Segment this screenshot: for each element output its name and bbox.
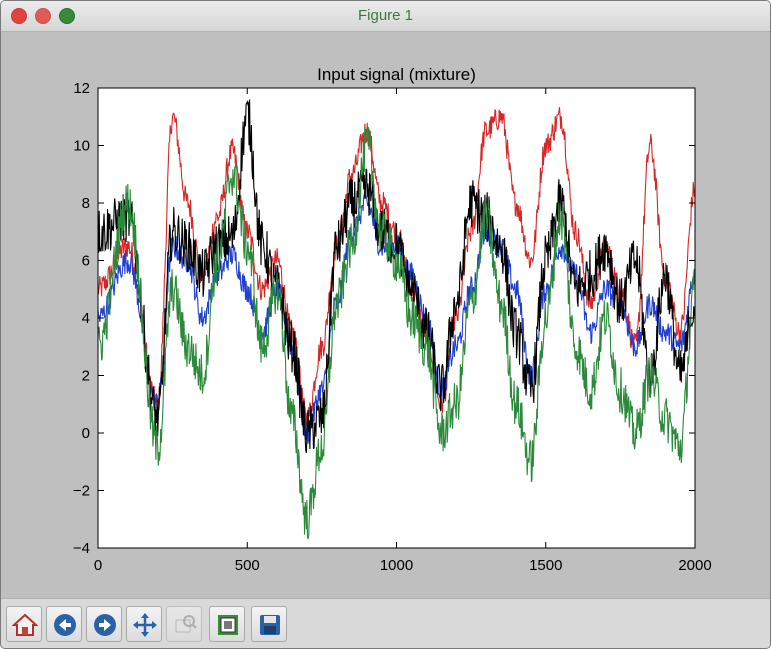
subplots-button[interactable] [209, 606, 245, 642]
line-chart: 0 500 1000 1500 2000 −4 −2 0 2 4 6 8 10 12 Input signa… [73, 65, 712, 574]
x-tick-label: 1500 [529, 557, 562, 574]
y-tick-label: 2 [82, 368, 90, 385]
figure-canvas[interactable]: 0 500 1000 1500 2000 −4 −2 0 2 4 6 8 10 12 Input signa… [1, 32, 770, 598]
series-line-3 [98, 126, 695, 540]
subplots-icon [218, 615, 238, 635]
home-button[interactable] [6, 606, 42, 642]
zoom-icon [175, 615, 197, 633]
x-tick-label: 2000 [678, 557, 711, 574]
close-window-button[interactable] [11, 8, 27, 24]
y-tick-label: 6 [82, 253, 90, 270]
y-tick-label: 8 [82, 195, 90, 212]
zoom-button[interactable] [166, 606, 202, 642]
y-tick-label: 0 [82, 425, 90, 442]
y-tick-label: 4 [82, 310, 90, 327]
title-bar: Figure 1 [1, 1, 770, 32]
pan-button[interactable] [126, 606, 162, 642]
minimize-window-button[interactable] [35, 8, 51, 24]
maximize-window-button[interactable] [59, 8, 75, 24]
forward-button[interactable] [86, 606, 122, 642]
save-icon [260, 615, 280, 635]
x-tick-label: 1000 [380, 557, 413, 574]
move-icon [133, 613, 157, 637]
chart-title: Input signal (mixture) [317, 65, 476, 84]
series-line-2 [98, 99, 695, 453]
back-button[interactable] [46, 606, 82, 642]
y-tick-label: 12 [73, 80, 90, 97]
save-button[interactable] [251, 606, 287, 642]
navigation-toolbar [1, 598, 770, 648]
plot-area [98, 88, 695, 548]
forward-arrow-icon [94, 614, 116, 636]
y-tick-label: −4 [73, 540, 90, 557]
back-arrow-icon [54, 614, 76, 636]
x-tick-label: 0 [94, 557, 102, 574]
home-icon [12, 613, 38, 636]
y-tick-label: −2 [73, 483, 90, 500]
x-tick-label: 500 [235, 557, 260, 574]
y-tick-label: 10 [73, 138, 90, 155]
window-title: Figure 1 [357, 7, 414, 24]
